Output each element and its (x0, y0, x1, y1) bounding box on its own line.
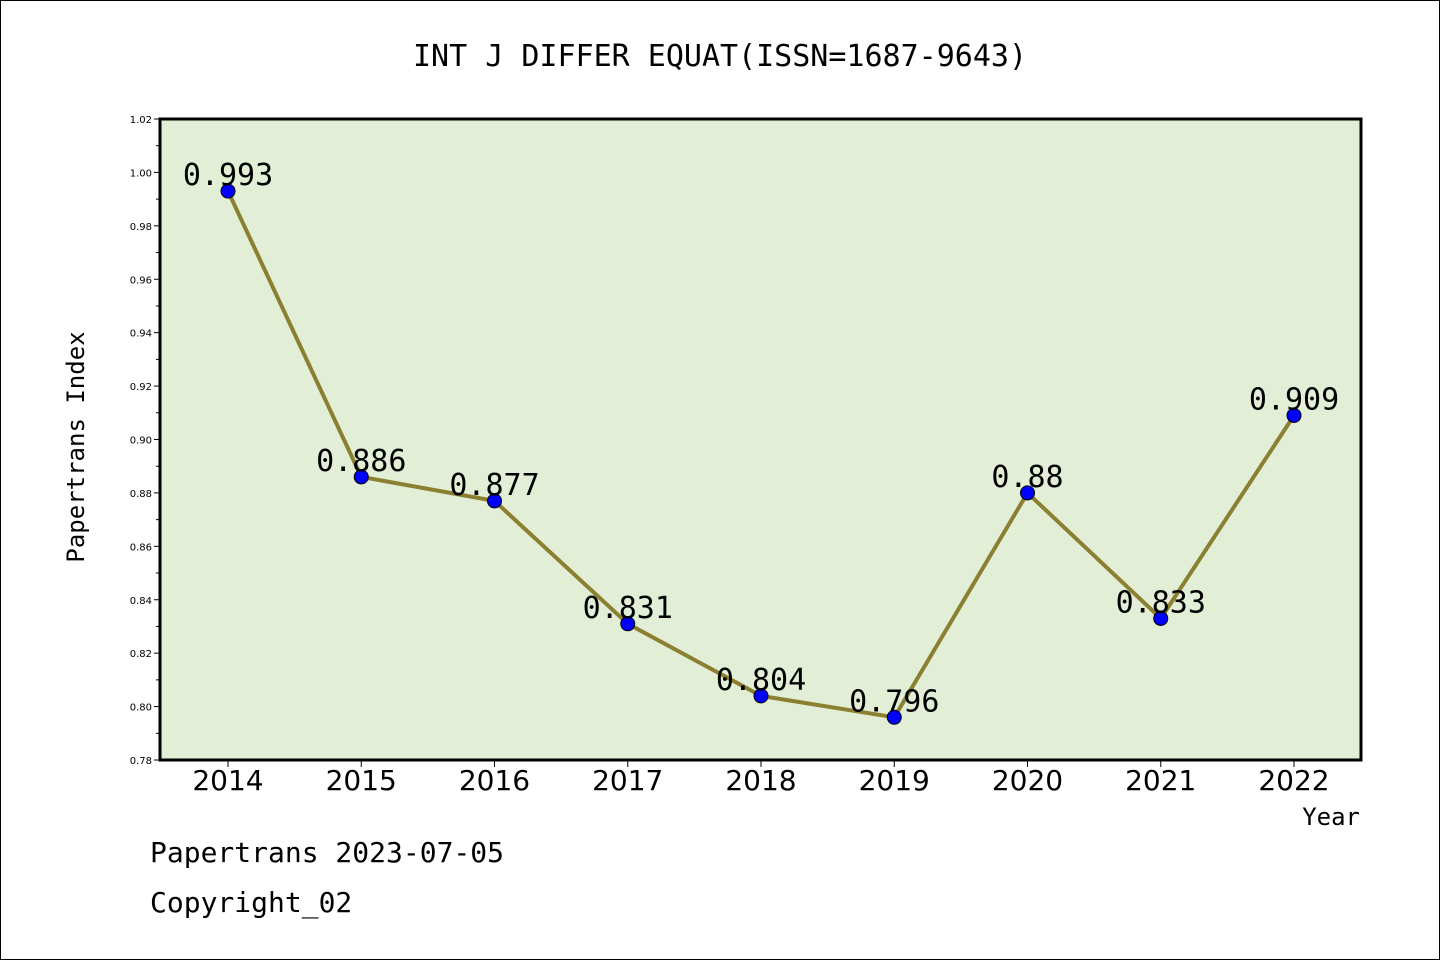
data-label: 0.886 (316, 444, 406, 479)
x-tick-label: 2015 (326, 764, 397, 797)
y-tick-label: 1.02 (130, 115, 152, 126)
y-tick-label: 0.88 (130, 489, 152, 500)
data-label: 0.909 (1249, 382, 1339, 417)
x-tick-label: 2019 (859, 764, 930, 797)
y-tick-label: 0.78 (130, 756, 152, 767)
y-tick-label: 0.84 (130, 596, 152, 607)
data-point (620, 616, 636, 632)
y-tick-label: 0.92 (130, 382, 152, 393)
data-label: 0.796 (849, 684, 939, 719)
x-tick-label: 2020 (992, 764, 1063, 797)
x-tick-label: 2021 (1125, 764, 1196, 797)
footer-copyright: Copyright_02 (150, 886, 353, 919)
y-axis: 0.78 0.80 0.82 0.84 0.86 0.88 0.90 0.92 0.94 0.96… (130, 115, 160, 767)
data-labels: 0.993 0.886 0.877 0.831 0.804 0.796 0.88 0.833 0… (183, 158, 1339, 719)
y-tick-label: 0.98 (130, 222, 152, 233)
series-markers (220, 183, 1302, 725)
plot-area (158, 117, 1363, 762)
y-tick-label: 0.90 (130, 436, 152, 447)
x-axis: 2014 2015 2016 2017 2018 2019 2020 2021 2022 (192, 760, 1330, 797)
chart-title: INT J DIFFER EQUAT(ISSN=1687-9643) (413, 39, 1027, 74)
data-point (1020, 485, 1035, 501)
data-point (1153, 610, 1169, 626)
y-tick-label: 0.96 (130, 275, 152, 286)
data-label: 0.993 (183, 158, 273, 193)
y-tick-label: 0.86 (130, 542, 152, 553)
y-tick-label: 1.00 (130, 168, 152, 179)
footer-date: Papertrans 2023-07-05 (150, 836, 505, 869)
data-point (753, 688, 769, 704)
x-tick-label: 2016 (459, 764, 530, 797)
x-tick-label: 2017 (592, 764, 663, 797)
data-label: 0.831 (583, 591, 673, 626)
data-label: 0.804 (716, 663, 806, 698)
data-label: 0.877 (449, 468, 539, 503)
y-axis-label: Papertrans Index (62, 331, 90, 562)
data-point (220, 183, 236, 199)
data-label: 0.833 (1116, 585, 1206, 620)
data-point (1286, 407, 1302, 423)
y-tick-label: 0.82 (130, 649, 152, 660)
y-tick-label: 0.80 (130, 703, 152, 714)
y-tick-label: 0.94 (130, 329, 152, 340)
x-axis-label: Year (1302, 803, 1360, 831)
data-point (353, 469, 369, 485)
x-tick-label: 2018 (725, 764, 796, 797)
data-label: 0.88 (991, 460, 1063, 495)
x-tick-label: 2022 (1258, 764, 1329, 797)
x-tick-label: 2014 (192, 764, 263, 797)
data-point (886, 709, 902, 725)
data-point (487, 493, 502, 509)
